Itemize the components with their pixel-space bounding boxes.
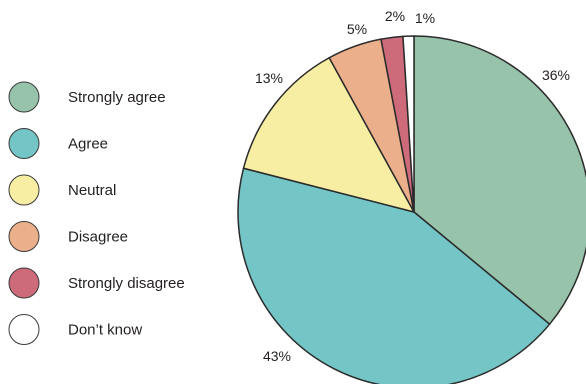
legend-marker-disagree xyxy=(8,221,40,252)
slice-don-t-know xyxy=(402,35,415,213)
legend-label-disagree: Disagree xyxy=(68,229,128,246)
legend-label-strongly-agree: Strongly agree xyxy=(68,89,166,106)
legend-marker-agree xyxy=(8,128,40,159)
legend-label-agree: Agree xyxy=(68,136,108,153)
slice-label-agree: 43% xyxy=(263,348,291,364)
slice-label-don-t-know: 1% xyxy=(415,10,435,26)
legend-marker-strongly-agree xyxy=(8,81,40,113)
legend-label-strongly-disagree: Strongly disagree xyxy=(68,275,185,292)
slice-label-strongly-disagree: 2% xyxy=(385,8,405,24)
pie-slices xyxy=(237,35,586,384)
slice-agree xyxy=(237,167,551,384)
slice-label-neutral: 13% xyxy=(255,70,283,86)
slice-label-disagree: 5% xyxy=(347,21,367,37)
legend-marker-strongly-disagree xyxy=(8,267,40,299)
legend-label-don-t-know: Don’t know xyxy=(68,322,142,339)
legend-marker-neutral xyxy=(8,174,40,206)
slice-strongly-agree xyxy=(413,35,586,325)
slice-neutral xyxy=(242,57,415,213)
legend-marker-don-t-know xyxy=(8,314,40,345)
legend-label-neutral: Neutral xyxy=(68,182,116,199)
slice-labels: 36% 43% 13% 5% 2% 1% xyxy=(255,8,570,364)
legend: Strongly agree Agree Neutral Disagree Strong… xyxy=(8,81,185,345)
slice-label-strongly-agree: 36% xyxy=(542,67,570,83)
